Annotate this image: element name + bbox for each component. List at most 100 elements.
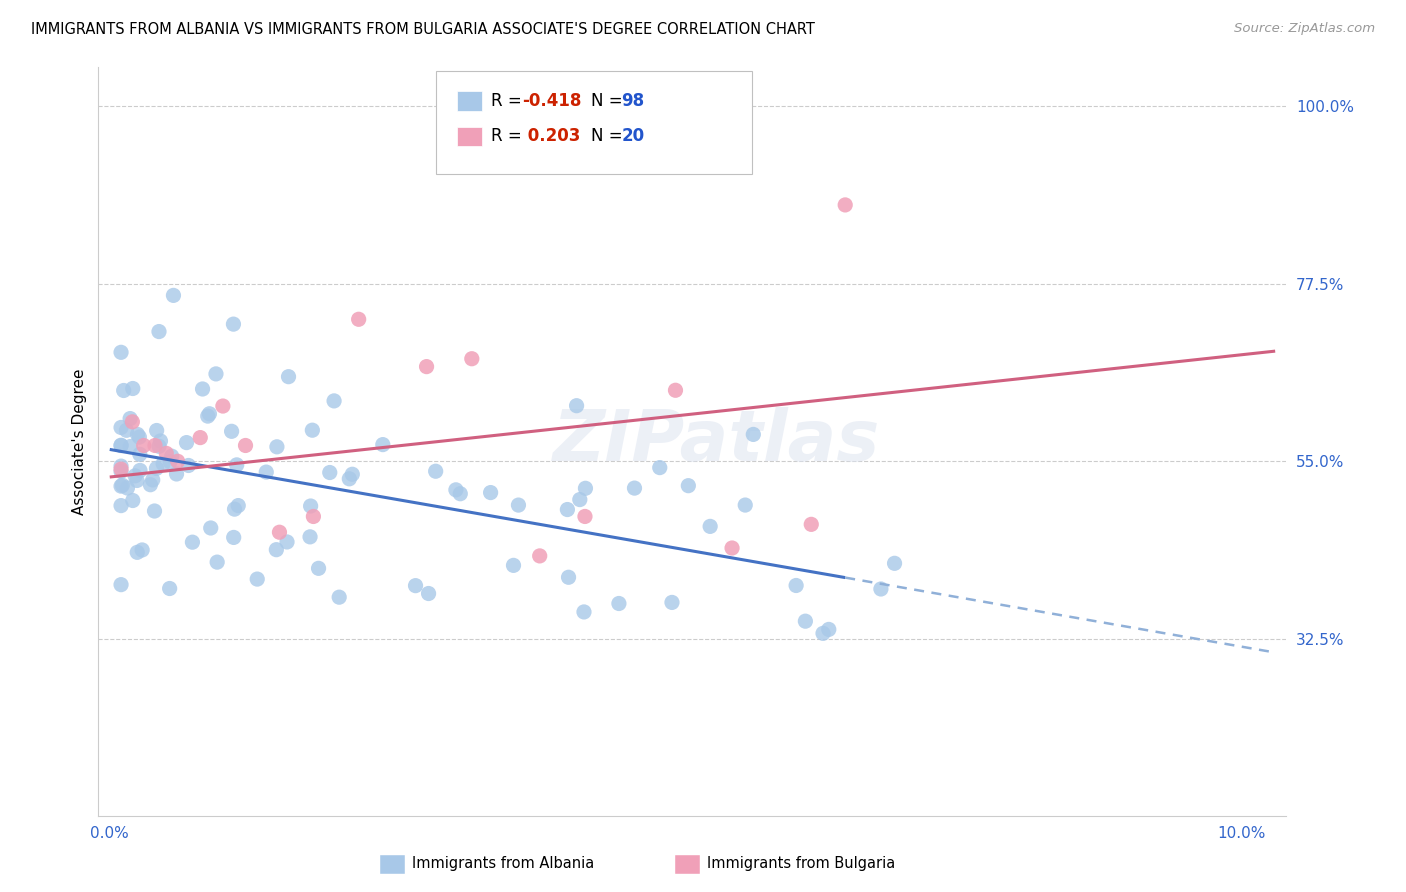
Point [648, 460, 671, 475]
Point [623, 481, 645, 495]
Point [502, 558, 524, 573]
Point [221, 425, 243, 439]
Y-axis label: Associate's Degree: Associate's Degree [72, 368, 87, 515]
Point [191, 382, 214, 396]
Text: ZIPatlas: ZIPatlas [553, 407, 880, 476]
Text: 0.203: 0.203 [522, 128, 581, 145]
Point [734, 498, 756, 512]
Point [785, 578, 807, 592]
Point [302, 509, 325, 524]
Point [699, 519, 721, 533]
Point [342, 467, 364, 482]
Point [299, 530, 322, 544]
Point [254, 465, 277, 479]
Point [811, 626, 834, 640]
Point [572, 605, 595, 619]
Point [110, 439, 132, 453]
Point [120, 411, 142, 425]
Point [308, 561, 330, 575]
Point [110, 465, 132, 479]
Point [371, 437, 394, 451]
Point [128, 447, 150, 461]
Point [246, 572, 269, 586]
Point [124, 468, 146, 483]
Point [574, 509, 596, 524]
Point [155, 446, 177, 460]
Point [721, 541, 744, 555]
Point [110, 420, 132, 434]
Point [121, 493, 143, 508]
Point [224, 502, 246, 516]
Point [142, 473, 165, 487]
Point [160, 449, 183, 463]
Point [226, 499, 249, 513]
Point [557, 502, 579, 516]
Point [449, 486, 471, 500]
Point [197, 409, 219, 423]
Point [111, 478, 134, 492]
Point [425, 464, 447, 478]
Point [110, 438, 132, 452]
Point [148, 439, 170, 453]
Point [162, 288, 184, 302]
Point [152, 457, 174, 471]
Point [557, 570, 579, 584]
Point [405, 579, 427, 593]
Point [319, 466, 342, 480]
Point [145, 461, 167, 475]
Point [299, 499, 322, 513]
Point [277, 369, 299, 384]
Point [145, 424, 167, 438]
Point [817, 623, 839, 637]
Point [568, 492, 591, 507]
Point [222, 317, 245, 331]
Point [110, 499, 132, 513]
Point [117, 481, 139, 495]
Point [127, 427, 149, 442]
Point [479, 485, 502, 500]
Point [159, 455, 181, 469]
Text: 20: 20 [621, 128, 644, 145]
Point [131, 543, 153, 558]
Point [337, 472, 360, 486]
Point [112, 384, 135, 398]
Point [200, 521, 222, 535]
Point [177, 458, 200, 473]
Point [508, 498, 530, 512]
Point [115, 423, 138, 437]
Point [225, 458, 247, 472]
Point [127, 545, 149, 559]
Point [110, 462, 132, 476]
Point [166, 454, 188, 468]
Point [415, 359, 437, 374]
Point [149, 434, 172, 448]
Point [444, 483, 467, 497]
Point [110, 479, 132, 493]
Point [870, 582, 893, 596]
Point [276, 535, 298, 549]
Text: IMMIGRANTS FROM ALBANIA VS IMMIGRANTS FROM BULGARIA ASSOCIATE'S DEGREE CORRELATI: IMMIGRANTS FROM ALBANIA VS IMMIGRANTS FR… [31, 22, 815, 37]
Point [742, 427, 765, 442]
Point [328, 590, 350, 604]
Point [883, 557, 905, 571]
Point [800, 517, 823, 532]
Text: N =: N = [591, 128, 627, 145]
Point [461, 351, 484, 366]
Point [794, 614, 817, 628]
Point [198, 407, 221, 421]
Text: Immigrants from Albania: Immigrants from Albania [412, 856, 595, 871]
Point [110, 459, 132, 474]
Point [139, 477, 162, 491]
Point [418, 586, 440, 600]
Point [661, 595, 683, 609]
Text: R =: R = [491, 128, 527, 145]
Point [143, 438, 166, 452]
Point [266, 440, 288, 454]
Point [664, 384, 686, 398]
Point [188, 431, 211, 445]
Point [323, 393, 346, 408]
Point [110, 577, 132, 591]
Point [129, 463, 152, 477]
Text: -0.418: -0.418 [522, 92, 581, 110]
Point [222, 531, 245, 545]
